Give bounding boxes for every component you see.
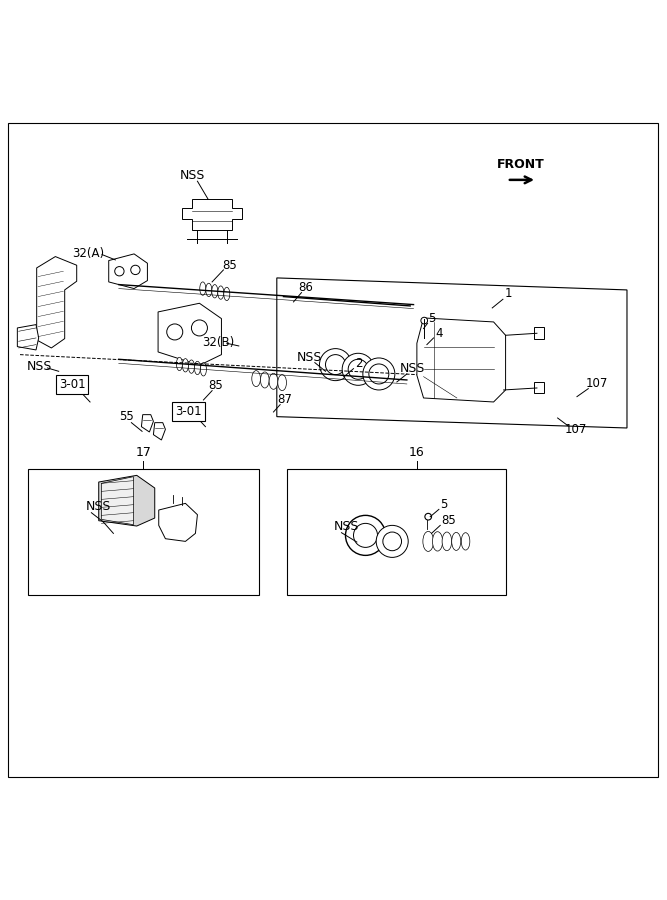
Text: 86: 86 <box>298 282 313 294</box>
Text: 3-01: 3-01 <box>59 378 85 392</box>
Circle shape <box>363 358 395 390</box>
Ellipse shape <box>223 287 229 301</box>
Ellipse shape <box>442 532 452 551</box>
Ellipse shape <box>176 357 182 371</box>
Circle shape <box>115 266 124 276</box>
Polygon shape <box>109 254 147 289</box>
Text: 1: 1 <box>504 287 512 301</box>
Text: 107: 107 <box>565 424 588 436</box>
Text: 17: 17 <box>135 446 151 459</box>
Text: NSS: NSS <box>297 351 322 364</box>
Polygon shape <box>417 318 506 402</box>
Circle shape <box>421 318 428 324</box>
Polygon shape <box>159 503 197 542</box>
Text: FRONT: FRONT <box>497 158 545 171</box>
Ellipse shape <box>269 374 278 390</box>
Text: NSS: NSS <box>180 169 205 183</box>
Text: NSS: NSS <box>27 360 52 373</box>
Polygon shape <box>182 199 242 230</box>
Polygon shape <box>534 328 544 338</box>
Ellipse shape <box>200 363 207 376</box>
Text: 85: 85 <box>223 258 237 272</box>
Ellipse shape <box>205 284 211 297</box>
Circle shape <box>167 324 183 340</box>
Circle shape <box>346 516 386 555</box>
Text: NSS: NSS <box>400 362 425 375</box>
Circle shape <box>376 526 408 557</box>
Circle shape <box>319 348 352 381</box>
Circle shape <box>354 524 378 547</box>
Ellipse shape <box>212 284 217 298</box>
Polygon shape <box>17 325 39 350</box>
Text: 5: 5 <box>440 499 448 511</box>
Circle shape <box>131 266 140 274</box>
Text: 32(A): 32(A) <box>72 247 104 260</box>
Circle shape <box>369 364 389 384</box>
Text: 4: 4 <box>435 327 443 340</box>
Ellipse shape <box>251 371 260 387</box>
Polygon shape <box>158 303 221 365</box>
Ellipse shape <box>189 360 195 373</box>
Ellipse shape <box>260 372 269 388</box>
Polygon shape <box>534 382 544 393</box>
Circle shape <box>383 532 402 551</box>
Text: 5: 5 <box>428 312 436 325</box>
Text: 32(B): 32(B) <box>202 336 234 349</box>
Text: 3-01: 3-01 <box>175 405 202 418</box>
Ellipse shape <box>462 533 470 550</box>
Text: NSS: NSS <box>85 500 111 513</box>
Polygon shape <box>99 475 155 526</box>
Ellipse shape <box>452 533 461 551</box>
Ellipse shape <box>432 532 443 551</box>
Text: 85: 85 <box>209 379 223 392</box>
Polygon shape <box>101 477 133 525</box>
Circle shape <box>425 513 432 520</box>
Circle shape <box>348 359 368 379</box>
Circle shape <box>342 354 374 385</box>
Circle shape <box>325 355 346 374</box>
Ellipse shape <box>200 282 205 295</box>
Text: 85: 85 <box>441 514 456 527</box>
Circle shape <box>191 320 207 336</box>
Text: 16: 16 <box>409 446 425 459</box>
Text: 2: 2 <box>355 357 363 371</box>
Text: NSS: NSS <box>334 520 359 533</box>
Polygon shape <box>153 423 165 440</box>
Ellipse shape <box>195 361 200 374</box>
Ellipse shape <box>277 374 287 391</box>
Ellipse shape <box>217 286 223 300</box>
Polygon shape <box>141 415 153 432</box>
Text: 107: 107 <box>586 377 608 390</box>
Text: 55: 55 <box>119 410 134 423</box>
Polygon shape <box>37 256 77 348</box>
Ellipse shape <box>183 358 189 372</box>
Ellipse shape <box>423 531 434 552</box>
Text: 87: 87 <box>277 392 292 406</box>
